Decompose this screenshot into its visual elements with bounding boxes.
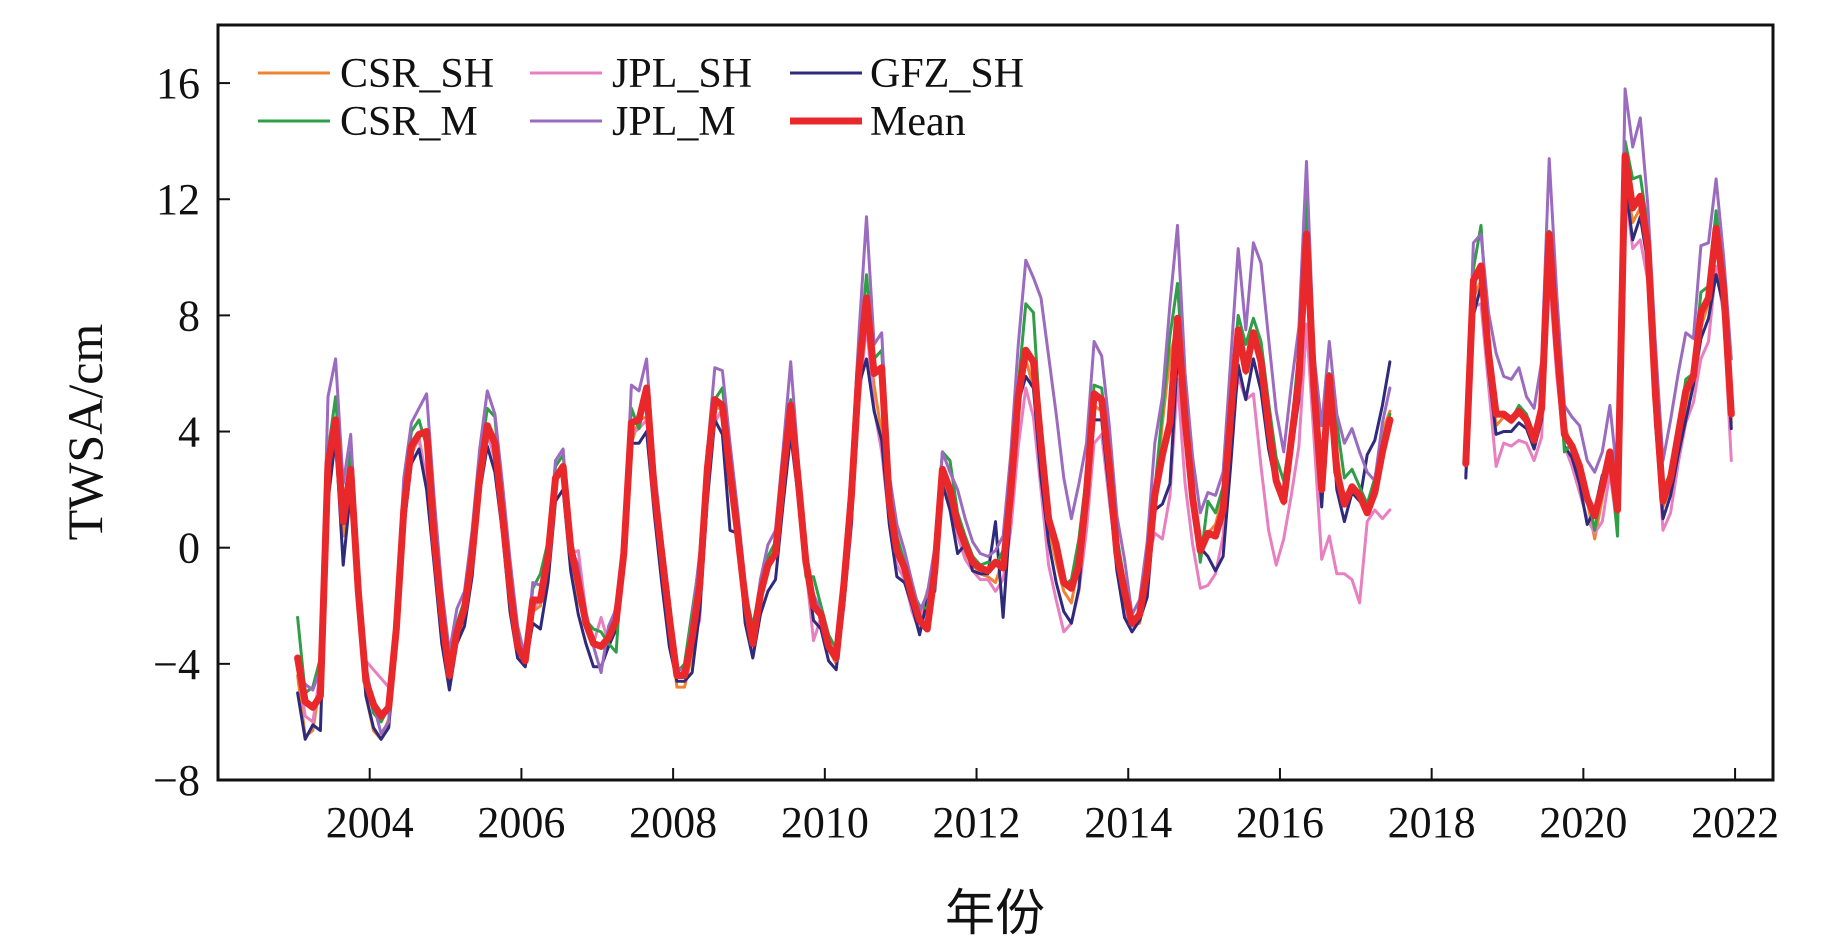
series-line-segment bbox=[1464, 180, 1733, 526]
series-line-segment bbox=[294, 230, 1394, 720]
x-tick-label: 2012 bbox=[933, 798, 1021, 847]
x-axis-ticks: 2004 2006 2008 2010 2012 2014 2016 2018 2020 2022 bbox=[326, 768, 1779, 847]
series-layer bbox=[294, 87, 1735, 741]
legend-label-csr-sh: CSR_SH bbox=[340, 51, 494, 97]
y-tick-label: 0 bbox=[178, 524, 200, 573]
series-line-segment bbox=[1464, 171, 1733, 541]
x-axis-title: 年份 bbox=[945, 885, 1045, 941]
x-tick-label: 2016 bbox=[1236, 798, 1324, 847]
legend-label-mean: Mean bbox=[870, 99, 966, 145]
x-tick-label: 2008 bbox=[629, 798, 717, 847]
y-tick-label: 4 bbox=[178, 408, 200, 457]
x-tick-label: 2018 bbox=[1388, 798, 1476, 847]
legend-label-gfz-sh: GFZ_SH bbox=[870, 51, 1024, 97]
y-tick-label: −4 bbox=[153, 640, 200, 689]
x-tick-label: 2006 bbox=[477, 798, 565, 847]
y-axis-title: TWSA/cm bbox=[57, 324, 113, 541]
legend-label-jpl-sh: JPL_SH bbox=[612, 51, 752, 97]
y-tick-label: −8 bbox=[153, 756, 200, 805]
x-tick-label: 2004 bbox=[326, 798, 414, 847]
series-line-segment bbox=[1462, 152, 1735, 520]
y-tick-label: 16 bbox=[156, 59, 200, 108]
legend: CSR_SH JPL_SH GFZ_SH CSR_M JPL_M Mean bbox=[258, 51, 1024, 145]
series-mean bbox=[294, 152, 1735, 720]
series-line-segment bbox=[1464, 87, 1733, 480]
y-axis-ticks: −8 −4 0 4 8 12 16 bbox=[153, 59, 230, 805]
plot-frame bbox=[216, 23, 1775, 782]
x-tick-label: 2014 bbox=[1084, 798, 1172, 847]
x-tick-label: 2020 bbox=[1539, 798, 1627, 847]
legend-label-jpl-m: JPL_M bbox=[612, 99, 736, 145]
legend-label-csr-m: CSR_M bbox=[340, 99, 478, 145]
x-tick-label: 2022 bbox=[1691, 798, 1779, 847]
y-tick-label: 12 bbox=[156, 175, 200, 224]
x-tick-label: 2010 bbox=[781, 798, 869, 847]
y-tick-label: 8 bbox=[178, 291, 200, 340]
series-line-segment bbox=[1464, 186, 1733, 535]
